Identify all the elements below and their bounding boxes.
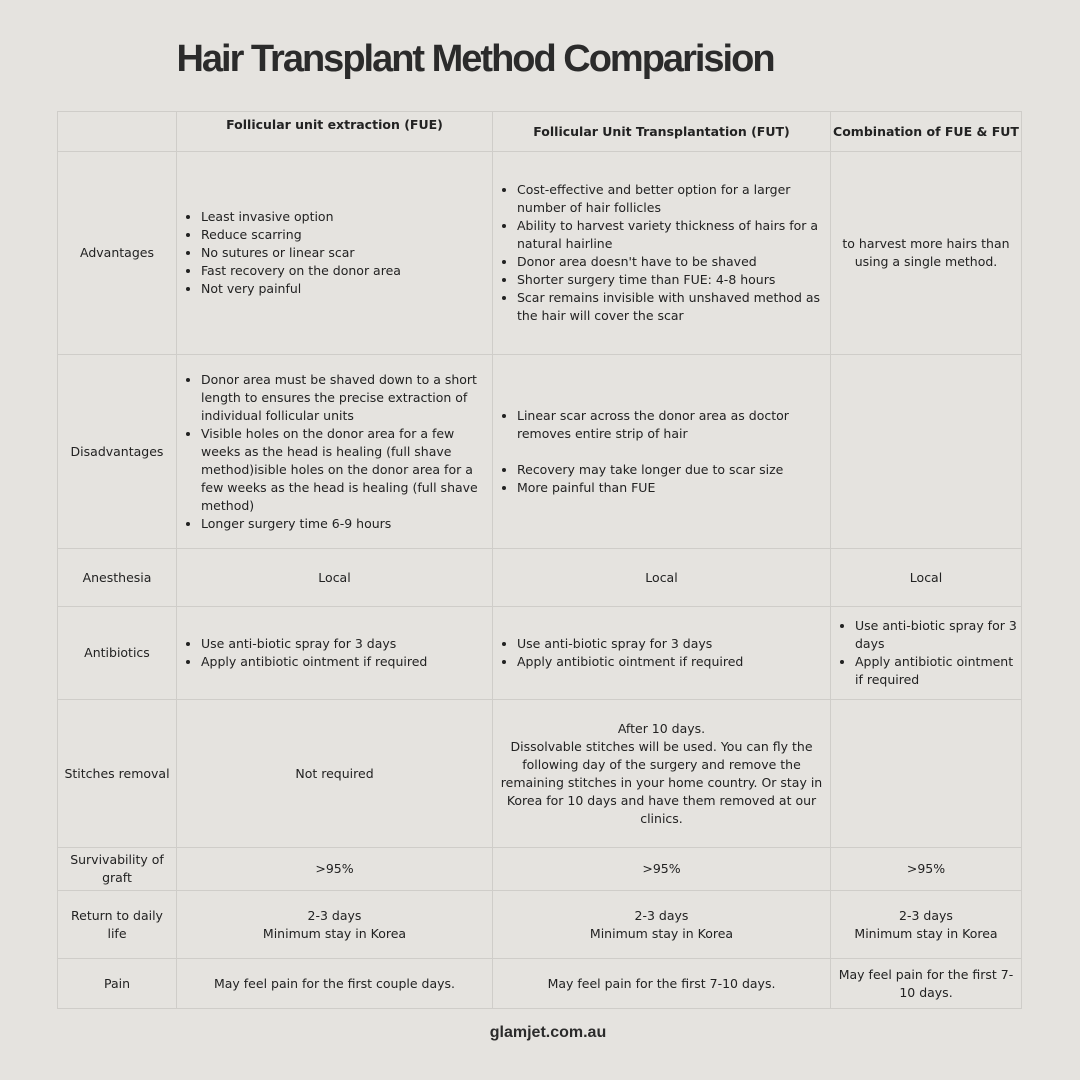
table-cell: Local [830,548,1022,607]
table-cell: May feel pain for the first 7-10 days. [830,958,1022,1009]
table-cell: Not required [176,699,493,848]
table-cell: May feel pain for the first 7-10 days. [492,958,831,1009]
list-item: No sutures or linear scar [201,244,490,262]
bullet-list: Use anti-biotic spray for 3 daysApply an… [495,635,828,671]
row-label: Stitches removal [57,699,177,848]
list-item: Ability to harvest variety thickness of … [517,217,828,253]
list-item: Not very painful [201,280,490,298]
row-label: Antibiotics [57,606,177,700]
row-label: Survivability of graft [57,847,177,891]
table-cell: Cost-effective and better option for a l… [492,151,831,355]
table-cell: 2-3 days Minimum stay in Korea [176,890,493,959]
bullet-list: Least invasive optionReduce scarringNo s… [179,208,490,298]
column-header: Follicular Unit Transplantation (FUT) [492,111,831,152]
list-item: Apply antibiotic ointment if required [201,653,490,671]
list-item: Reduce scarring [201,226,490,244]
list-item: Least invasive option [201,208,490,226]
table-cell: Use anti-biotic spray for 3 daysApply an… [176,606,493,700]
bullet-list: Use anti-biotic spray for 3 daysApply an… [833,617,1019,689]
bullet-list: Linear scar across the donor area as doc… [495,407,828,497]
comparison-table: Follicular unit extraction (FUE) Follicul… [57,111,1022,1009]
column-header: Combination of FUE & FUT [830,111,1022,152]
row-label: Pain [57,958,177,1009]
table-row: Disadvantages Donor area must be shaved d… [57,354,1022,549]
list-item: Shorter surgery time than FUE: 4-8 hours [517,271,828,289]
list-item: Use anti-biotic spray for 3 days [517,635,828,653]
row-label: Anesthesia [57,548,177,607]
list-item: Donor area doesn't have to be shaved [517,253,828,271]
table-cell [830,699,1022,848]
table-cell: After 10 days. Dissolvable stitches will… [492,699,831,848]
table-cell: 2-3 days Minimum stay in Korea [492,890,831,959]
table-cell: 2-3 days Minimum stay in Korea [830,890,1022,959]
bullet-list: Donor area must be shaved down to a shor… [179,371,490,533]
table-cell: Donor area must be shaved down to a shor… [176,354,493,549]
column-header [57,111,177,152]
table-header-row: Follicular unit extraction (FUE) Follicul… [57,111,1022,152]
list-item: Use anti-biotic spray for 3 days [201,635,490,653]
table-cell: Use anti-biotic spray for 3 daysApply an… [492,606,831,700]
list-item: Visible holes on the donor area for a fe… [201,425,490,515]
table-row: Anesthesia Local Local Local [57,548,1022,607]
table-cell: to harvest more hairs than using a singl… [830,151,1022,355]
list-item: Scar remains invisible with unshaved met… [517,289,828,325]
list-item: Longer surgery time 6-9 hours [201,515,490,533]
row-label: Return to daily life [57,890,177,959]
bullet-list: Use anti-biotic spray for 3 daysApply an… [179,635,490,671]
table-cell: >95% [176,847,493,891]
table-cell: May feel pain for the first couple days. [176,958,493,1009]
table-cell: Linear scar across the donor area as doc… [492,354,831,549]
table-row: Stitches removal Not required After 10 day… [57,699,1022,848]
table-cell: Local [176,548,493,607]
list-item: Linear scar across the donor area as doc… [517,407,828,443]
footer-website: glamjet.com.au [489,1024,607,1041]
list-item: Apply antibiotic ointment if required [855,653,1019,689]
page-title: Hair Transplant Method Comparision [176,38,775,80]
table-row: AntibioticsUse anti-biotic spray for 3 d… [57,606,1022,700]
table-row: Pain May feel pain for the first couple d… [57,958,1022,1009]
list-item: More painful than FUE [517,479,828,497]
table-cell: Least invasive optionReduce scarringNo s… [176,151,493,355]
column-header: Follicular unit extraction (FUE) [176,111,493,152]
bullet-list: Cost-effective and better option for a l… [495,181,828,325]
row-label: Advantages [57,151,177,355]
table-cell: Use anti-biotic spray for 3 daysApply an… [830,606,1022,700]
table-cell: >95% [492,847,831,891]
list-item: Use anti-biotic spray for 3 days [855,617,1019,653]
table-cell [830,354,1022,549]
table-row: Survivability of graft >95% >95% >95% [57,847,1022,891]
row-label: Disadvantages [57,354,177,549]
list-item: Apply antibiotic ointment if required [517,653,828,671]
list-item: Recovery may take longer due to scar siz… [517,461,828,479]
table-row: Return to daily life 2-3 days Minimum sta… [57,890,1022,959]
table-row: AdvantagesLeast invasive optionReduce sc… [57,151,1022,355]
list-item: Donor area must be shaved down to a shor… [201,371,490,425]
list-item: Fast recovery on the donor area [201,262,490,280]
table-cell: >95% [830,847,1022,891]
table-cell: Local [492,548,831,607]
list-item: Cost-effective and better option for a l… [517,181,828,217]
